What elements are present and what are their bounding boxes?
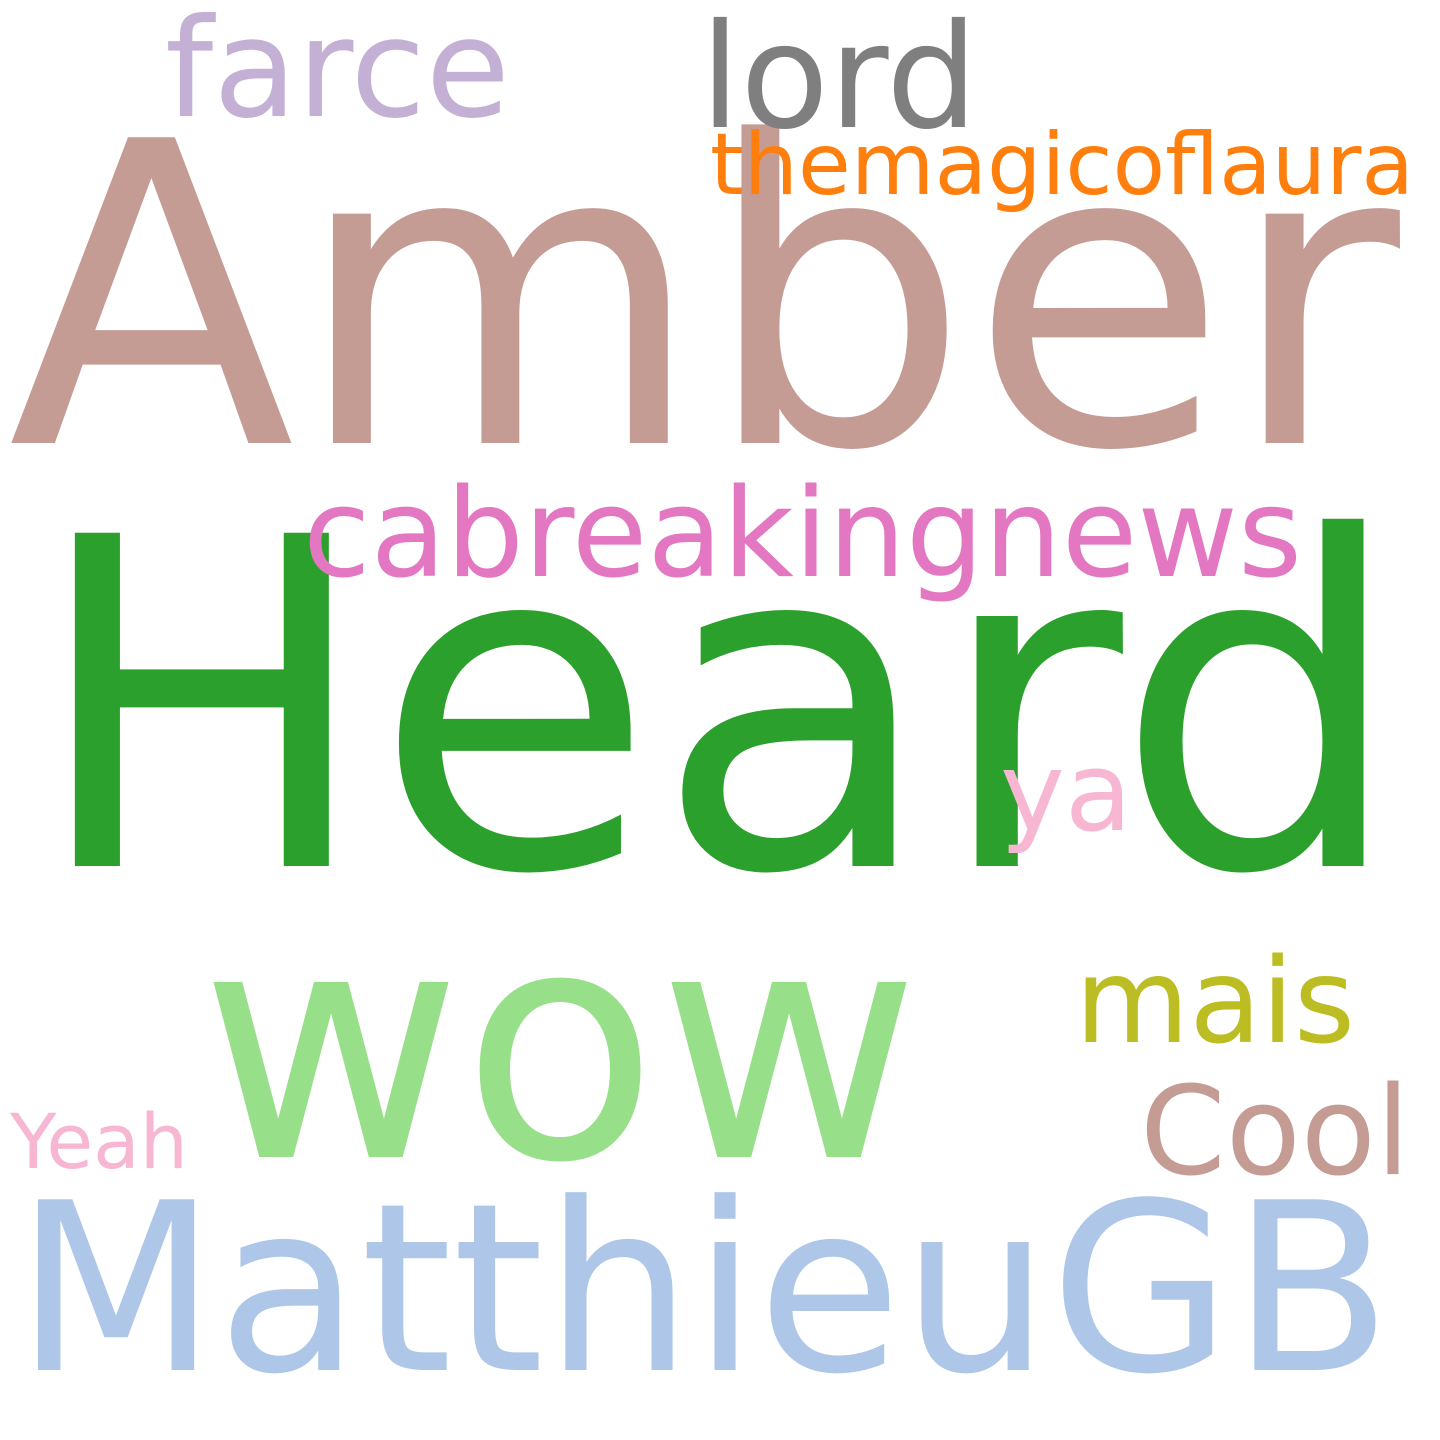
word-heard: Heard xyxy=(30,442,1406,975)
word-themagicoflaura: themagicoflaura xyxy=(710,114,1415,215)
word-wow: wow xyxy=(200,859,920,1233)
word-cool: Cool xyxy=(1140,1059,1411,1203)
word-farce: farce xyxy=(165,0,510,149)
word-ya: ya xyxy=(1000,727,1132,856)
word-cabreakingnews: cabreakingnews xyxy=(303,461,1302,605)
word-mais: mais xyxy=(1075,932,1355,1070)
word-amber: Amber xyxy=(8,54,1400,543)
word-lord: lord xyxy=(700,0,978,163)
word-matthieugb: MatthieuGB xyxy=(15,1153,1392,1426)
word-yeah: Yeah xyxy=(10,1096,188,1186)
